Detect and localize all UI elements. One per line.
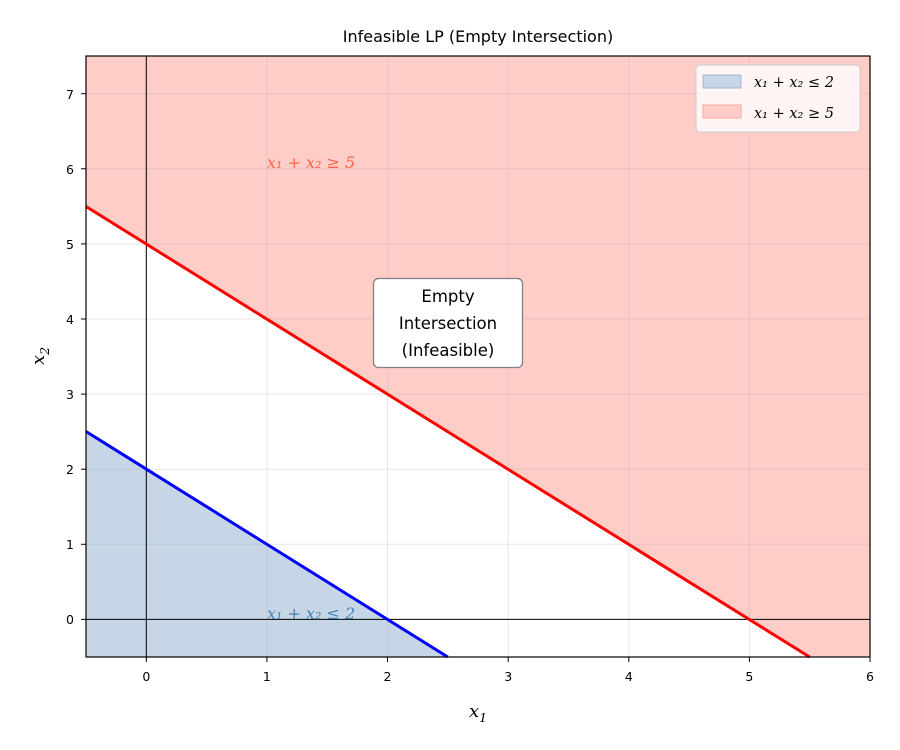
y-tick-0: 0 (66, 612, 74, 627)
legend-swatch-ge-5 (702, 104, 742, 119)
y-tick-5: 5 (66, 237, 74, 252)
y-label-sub: 2 (37, 347, 52, 356)
boundary-ge-5 (85, 205, 811, 659)
y-tick-1: 1 (66, 537, 74, 552)
x-tick-labels: 0 1 2 3 4 5 6 (142, 669, 874, 684)
x-tick-2: 2 (384, 669, 392, 684)
y-tick-3: 3 (66, 387, 74, 402)
x-tick-0: 0 (142, 669, 150, 684)
y-tick-4: 4 (66, 312, 74, 327)
x-tick-6: 6 (866, 669, 874, 684)
y-tick-2: 2 (66, 462, 74, 477)
legend-label-ge-5: x₁ + x₂ ≥ 5 (754, 106, 834, 122)
y-ticks (81, 93, 86, 620)
legend-label-le-2: x₁ + x₂ ≤ 2 (754, 75, 834, 91)
box-line-3: (Infeasible) (402, 341, 495, 360)
y-label-base: x (28, 355, 49, 365)
infeasible-annotation-box: Empty Intersection (Infeasible) (372, 277, 524, 369)
boundary-le-2 (85, 430, 449, 659)
legend: x₁ + x₂ ≤ 2 x₁ + x₂ ≥ 5 (695, 64, 861, 133)
legend-swatch-le-2 (702, 74, 742, 89)
x-tick-4: 4 (625, 669, 633, 684)
box-line-1: Empty (421, 287, 474, 306)
x-tick-3: 3 (504, 669, 512, 684)
box-line-2: Intersection (399, 314, 497, 333)
annotation-le-2: x₁ + x₂ ≤ 2 (267, 604, 355, 623)
x-label-sub: 1 (479, 710, 487, 725)
x-tick-5: 5 (745, 669, 753, 684)
axes-frame (85, 55, 871, 658)
annotation-ge-5: x₁ + x₂ ≥ 5 (267, 153, 355, 172)
x-ticks (145, 657, 871, 662)
y-tick-labels: 0 1 2 3 4 5 6 7 (66, 87, 74, 627)
y-axis-label: x2 (28, 347, 52, 365)
y-tick-7: 7 (66, 87, 74, 102)
chart-title: Infeasible LP (Empty Intersection) (343, 27, 613, 46)
x-tick-1: 1 (263, 669, 271, 684)
x-axis-label: x1 (469, 701, 487, 725)
x-label-base: x (469, 701, 479, 722)
y-tick-6: 6 (66, 162, 74, 177)
